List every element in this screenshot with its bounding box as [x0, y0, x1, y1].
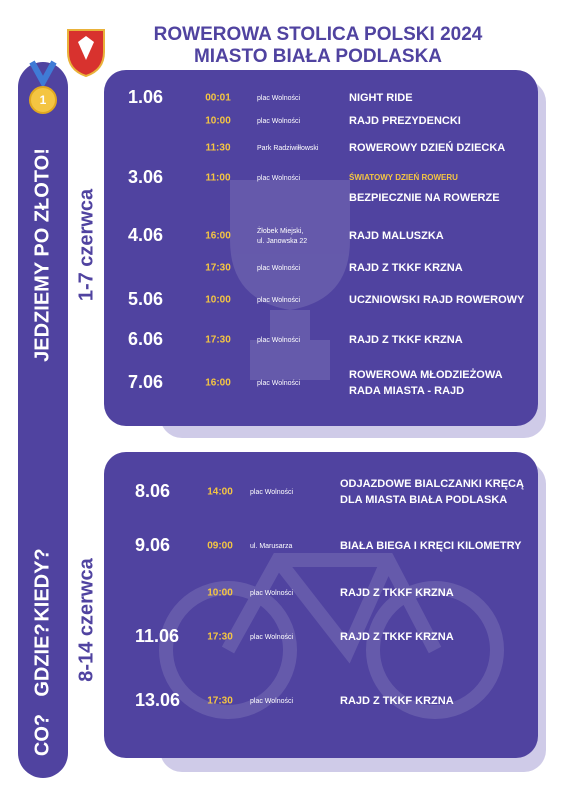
event: NIGHT RIDE [349, 92, 413, 104]
event: RAJD MALUSZKA [349, 230, 444, 242]
date: 3.06 [128, 167, 163, 187]
date: 13.06 [135, 690, 180, 710]
event-note: ŚWIATOWY DZIEŃ ROWERU [349, 173, 458, 182]
date: 7.06 [128, 372, 163, 392]
place: plac Wolności [257, 297, 301, 304]
place: plac Wolności [257, 95, 301, 102]
place: ul. Marusarza [250, 543, 293, 550]
date: 9.06 [135, 535, 170, 555]
place: plac Wolności [257, 175, 301, 182]
bicycle-watermark [159, 553, 504, 719]
sidebar-text: KIEDY? [31, 548, 53, 621]
place: plac Wolności [257, 337, 301, 344]
medal: 1 [29, 60, 57, 114]
event: RAJD Z TKKF KRZNA [349, 262, 463, 274]
event: BIAŁA BIEGA I KRĘCI KILOMETRY [340, 540, 522, 552]
time: 16:00 [205, 231, 231, 242]
place: plac Wolności [250, 489, 294, 496]
event: RAJD PREZYDENCKI [349, 115, 461, 127]
title: ROWEROWA STOLICA POLSKI 2024 [154, 24, 483, 45]
place: plac Wolności [250, 698, 294, 705]
time: 17:30 [205, 263, 231, 274]
event: DLA MIASTA BIAŁA PODLASKA [340, 494, 507, 506]
event: RAJD Z TKKF KRZNA [340, 695, 454, 707]
time: 09:00 [207, 541, 233, 552]
time: 11:30 [205, 143, 230, 154]
period-label: 1-7 czerwca [75, 188, 97, 301]
place: plac Wolności [250, 634, 294, 641]
place: plac Wolności [250, 590, 294, 597]
place: plac Wolności [257, 380, 301, 387]
event: RAJD Z TKKF KRZNA [340, 587, 454, 599]
time: 00:01 [205, 93, 231, 104]
date: 6.06 [128, 329, 163, 349]
panel [104, 452, 538, 758]
date: 5.06 [128, 289, 163, 309]
period-label: 8-14 czerwca [75, 557, 97, 681]
date: 11.06 [135, 626, 179, 646]
time: 14:00 [207, 487, 233, 498]
event: RAJD Z TKKF KRZNA [349, 334, 463, 346]
time: 10:00 [207, 588, 233, 599]
place: Park Radziwiłłowski [257, 145, 319, 152]
svg-text:1: 1 [40, 93, 47, 107]
time: 17:30 [207, 632, 233, 643]
event: RAJD Z TKKF KRZNA [340, 631, 454, 643]
time: 11:00 [205, 173, 230, 184]
time: 10:00 [205, 295, 231, 306]
event: UCZNIOWSKI RAJD ROWEROWY [349, 294, 525, 306]
coat-of-arms [67, 29, 105, 78]
date: 8.06 [135, 481, 170, 501]
place: Żłobek Miejski, [257, 226, 303, 235]
event: ROWEROWA MŁODZIEŻOWA [349, 368, 503, 381]
time: 16:00 [205, 378, 231, 389]
sidebar-text: GDZIE? [31, 623, 53, 696]
title: MIASTO BIAŁA PODLASKA [194, 46, 442, 67]
time: 17:30 [207, 696, 233, 707]
cup-watermark [230, 180, 350, 380]
place: plac Wolności [257, 118, 301, 125]
place: plac Wolności [257, 265, 301, 272]
panel [104, 70, 538, 426]
event: BEZPIECZNIE NA ROWERZE [349, 192, 500, 204]
sidebar-text: JEDZIEMY PO ZŁOTO! [31, 148, 53, 362]
time: 17:30 [205, 335, 231, 346]
date: 1.06 [128, 87, 163, 107]
place: ul. Janowska 22 [257, 238, 307, 245]
event: ODJAZDOWE BIALCZANKI KRĘCĄ [340, 478, 524, 490]
event: ROWEROWY DZIEŃ DZIECKA [349, 141, 505, 154]
date: 4.06 [128, 225, 163, 245]
event: RADA MIASTA - RAJD [349, 385, 464, 397]
sidebar-text: CO? [31, 714, 53, 756]
time: 10:00 [205, 116, 231, 127]
sidebar [18, 62, 68, 778]
